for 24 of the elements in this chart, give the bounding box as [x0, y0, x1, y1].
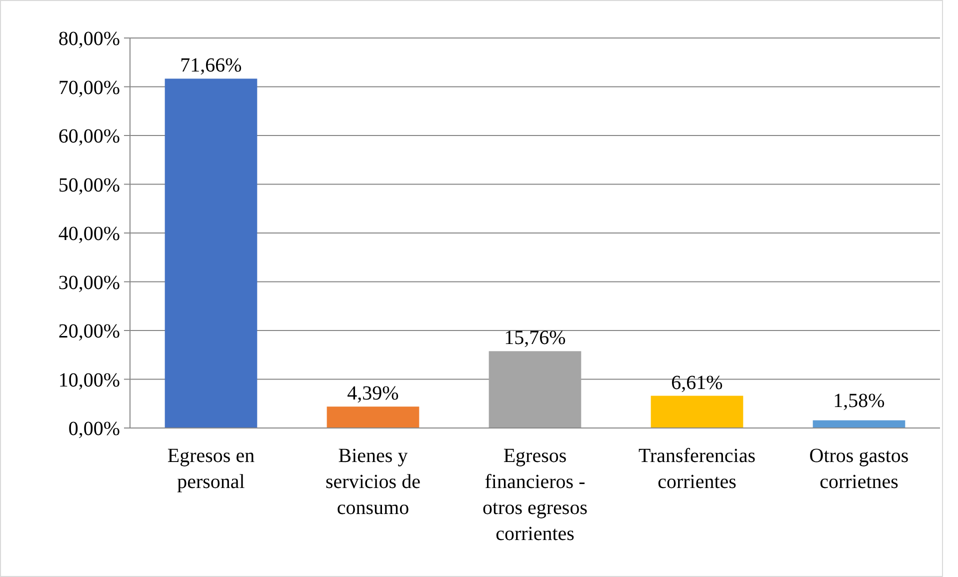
- y-tick-label: 60,00%: [58, 126, 120, 148]
- y-tick-label: 30,00%: [58, 272, 120, 294]
- x-tick-label: Bienes y servicios de consumo: [326, 445, 421, 519]
- x-tick-label: Transferencias corrientes: [638, 445, 756, 493]
- x-tick-label: Egresos financieros - otros egresos corrientes: [482, 445, 588, 545]
- data-label: 6,61%: [671, 372, 723, 394]
- data-label: 15,76%: [504, 327, 566, 350]
- y-tick-label: 40,00%: [58, 223, 120, 245]
- y-tick-label: 80,00%: [58, 28, 120, 50]
- y-tick-label: 0,00%: [68, 418, 120, 440]
- data-label: 1,58%: [833, 390, 885, 412]
- y-tick-label: 20,00%: [58, 320, 120, 342]
- y-tick-label: 10,00%: [58, 369, 120, 392]
- x-tick-label: Otros gastos corrietnes: [809, 445, 909, 493]
- data-label: 71,66%: [180, 54, 242, 77]
- data-label: 4,39%: [347, 382, 399, 405]
- bar: [164, 78, 258, 428]
- y-tick-label: 70,00%: [58, 76, 120, 99]
- x-tick-label: Egresos en personal: [167, 445, 255, 493]
- y-tick-label: 50,00%: [58, 174, 120, 196]
- bar: [488, 351, 582, 428]
- bar: [650, 396, 744, 428]
- bar: [326, 406, 420, 428]
- bar: [812, 420, 906, 428]
